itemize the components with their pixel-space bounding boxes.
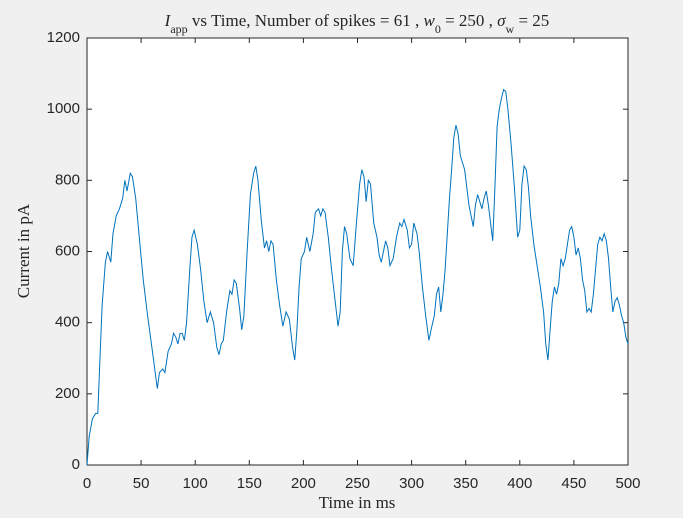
y-tick-label: 600 (55, 242, 80, 259)
x-tick-label: 300 (399, 475, 424, 492)
x-tick-label: 100 (183, 475, 208, 492)
x-tick-label: 150 (237, 475, 262, 492)
title-part: I (164, 11, 172, 30)
x-tick-label: 250 (345, 475, 370, 492)
title-part: σ (497, 11, 506, 30)
title-part: app (170, 22, 187, 36)
title-part: = 25 (514, 11, 549, 30)
data-line (86, 88, 629, 466)
title-part: w (506, 22, 515, 36)
y-tick-label: 0 (72, 456, 80, 473)
title-part: vs Time, Number of spikes = 61 , (188, 11, 424, 30)
axes-box (86, 37, 629, 466)
y-tick-label: 1200 (47, 29, 80, 46)
x-tick-label: 400 (507, 475, 532, 492)
title-part: 0 (435, 22, 441, 36)
x-tick-label: 200 (291, 475, 316, 492)
title-part: w (423, 11, 435, 30)
y-tick-label: 800 (55, 171, 80, 188)
x-tick-label: 0 (83, 475, 91, 492)
x-tick-label: 500 (615, 475, 640, 492)
title-part: = 250 , (441, 11, 497, 30)
x-tick-label: 50 (133, 475, 150, 492)
chart-title: Iapp vs Time, Number of spikes = 61 , w0… (164, 11, 550, 36)
x-tick-label: 450 (561, 475, 586, 492)
y-tick-label: 400 (55, 314, 80, 331)
x-axis-label: Time in ms (319, 493, 396, 512)
y-tick-label: 200 (55, 385, 80, 402)
y-axis-label: Current in pA (14, 203, 33, 298)
y-tick-label: 1000 (47, 100, 80, 117)
x-tick-label: 350 (453, 475, 478, 492)
